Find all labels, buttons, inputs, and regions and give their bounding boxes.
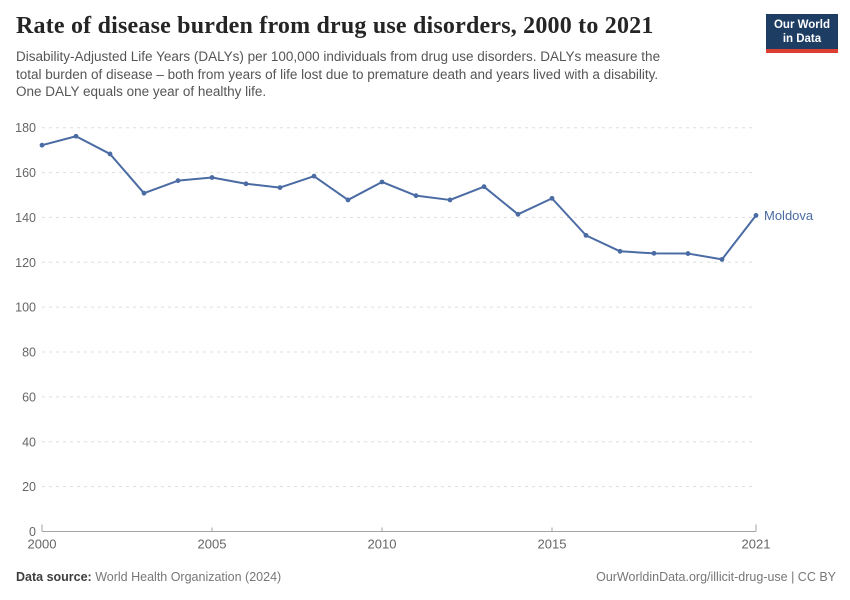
chart-title: Rate of disease burden from drug use dis… <box>16 13 654 39</box>
data-source: Data source: World Health Organization (… <box>16 570 281 584</box>
data-point[interactable] <box>753 213 759 218</box>
x-axis-tick-label: 2010 <box>368 537 397 552</box>
y-axis-tick-label: 80 <box>22 346 36 360</box>
data-point[interactable] <box>277 185 283 190</box>
data-point[interactable] <box>447 197 453 203</box>
series-label-moldova[interactable]: Moldova <box>764 208 814 223</box>
data-point[interactable] <box>583 232 589 238</box>
subtitle-line: Disability-Adjusted Life Years (DALYs) p… <box>16 49 661 64</box>
y-axis-tick-label: 40 <box>22 435 36 449</box>
data-point[interactable] <box>651 250 657 256</box>
subtitle-line: One DALY equals one year of healthy life… <box>16 84 267 99</box>
y-axis-tick-label: 120 <box>15 256 36 270</box>
x-axis-tick-label: 2015 <box>538 537 567 552</box>
data-source-value: World Health Organization (2024) <box>95 570 282 584</box>
license-link[interactable]: OurWorldinData.org/illicit-drug-use | CC… <box>596 570 836 584</box>
data-point[interactable] <box>175 178 181 184</box>
y-axis-tick-label: 180 <box>15 121 36 135</box>
subtitle-line: total burden of disease – both from year… <box>16 66 659 82</box>
data-point[interactable] <box>345 197 351 203</box>
data-point[interactable] <box>617 248 623 254</box>
x-axis-tick-label: 2000 <box>28 537 57 552</box>
data-point[interactable] <box>685 251 691 256</box>
y-axis-tick-label: 140 <box>15 211 36 225</box>
owid-logo-line2: in Data <box>782 33 822 45</box>
chart-subtitle: Disability-Adjusted Life Years (DALYs) p… <box>16 48 740 101</box>
chart-header: Rate of disease burden from drug use dis… <box>0 0 850 101</box>
data-point[interactable] <box>243 181 249 187</box>
data-point[interactable] <box>107 151 113 157</box>
data-point[interactable] <box>209 175 215 180</box>
y-axis-tick-label: 60 <box>22 390 36 404</box>
data-point[interactable] <box>141 190 147 196</box>
data-point[interactable] <box>719 256 725 262</box>
data-point[interactable] <box>413 193 419 199</box>
owid-logo-line1: Our World <box>773 19 830 31</box>
data-point[interactable] <box>515 211 521 217</box>
chart-footer: Data source: World Health Organization (… <box>16 570 836 584</box>
data-line[interactable] <box>41 135 757 261</box>
data-point[interactable] <box>73 133 79 139</box>
owid-logo: Our World in Data <box>765 14 838 53</box>
x-axis-tick-label: 2005 <box>198 537 227 552</box>
data-point[interactable] <box>549 195 555 201</box>
y-axis-tick-label: 20 <box>22 480 36 494</box>
data-point[interactable] <box>311 173 317 179</box>
data-point[interactable] <box>39 142 45 148</box>
line-chart[interactable]: 0 20 40 60 80 100 120 140 160 180 2000 2005 2010 2015… <box>0 110 850 555</box>
x-axis-tick-label: 2021 <box>742 537 771 552</box>
y-axis-tick-label: 100 <box>15 301 36 315</box>
data-source-label: Data source: <box>16 570 92 584</box>
data-point[interactable] <box>379 179 385 185</box>
line-chart-svg[interactable]: 0 20 40 60 80 100 120 140 160 180 2000 2005 2010 2015… <box>0 110 850 555</box>
data-point[interactable] <box>481 184 487 190</box>
y-axis-tick-label: 0 <box>29 525 36 539</box>
y-axis-tick-label: 160 <box>15 166 36 180</box>
